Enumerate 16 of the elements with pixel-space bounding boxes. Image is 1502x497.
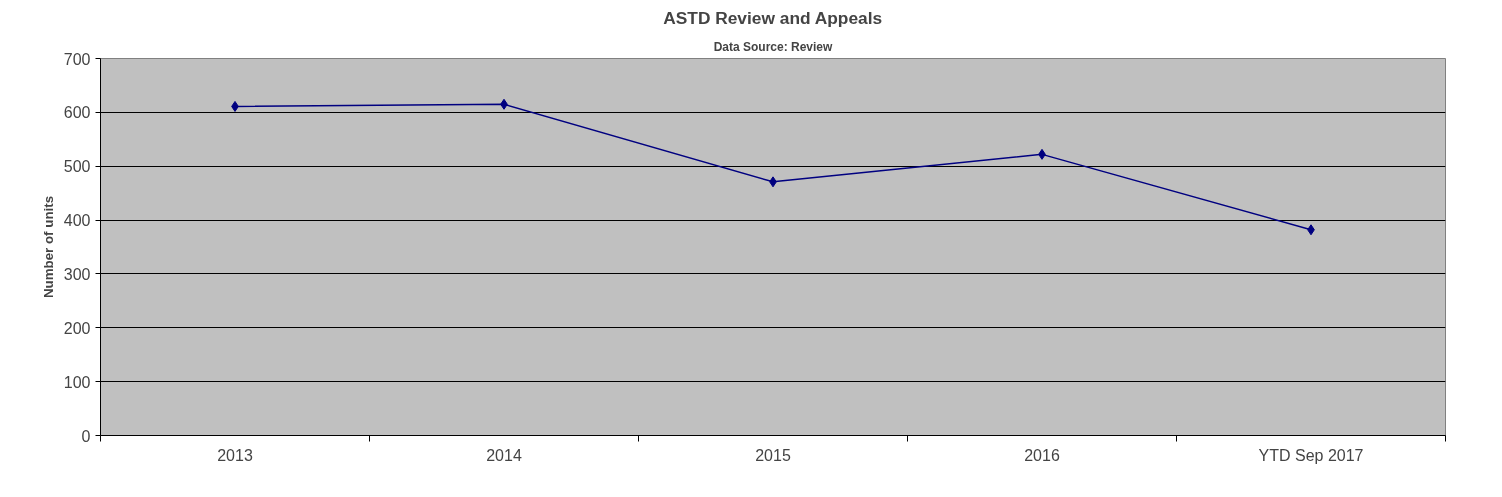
y-tick-label: 500 (63, 158, 91, 176)
x-tick-label: 2014 (486, 446, 522, 464)
y-tick-label: 100 (63, 373, 91, 391)
y-axis-title: Number of units (40, 195, 56, 299)
x-tick-label: YTD Sep 2017 (1258, 446, 1364, 464)
y-tick-label: 600 (63, 104, 91, 122)
chart-subtitle: Data Source: Review (713, 39, 834, 54)
y-tick-label: 0 (81, 427, 91, 445)
y-tick-label: 200 (63, 319, 91, 337)
x-tick-label: 2016 (1024, 446, 1060, 464)
x-tick-label: 2013 (217, 446, 253, 464)
y-tick-label: 400 (63, 212, 91, 230)
y-tick-label: 700 (63, 50, 91, 68)
x-tick-label: 2015 (755, 446, 791, 464)
chart-title: ASTD Review and Appeals (663, 7, 883, 28)
y-tick-label: 300 (63, 265, 91, 283)
